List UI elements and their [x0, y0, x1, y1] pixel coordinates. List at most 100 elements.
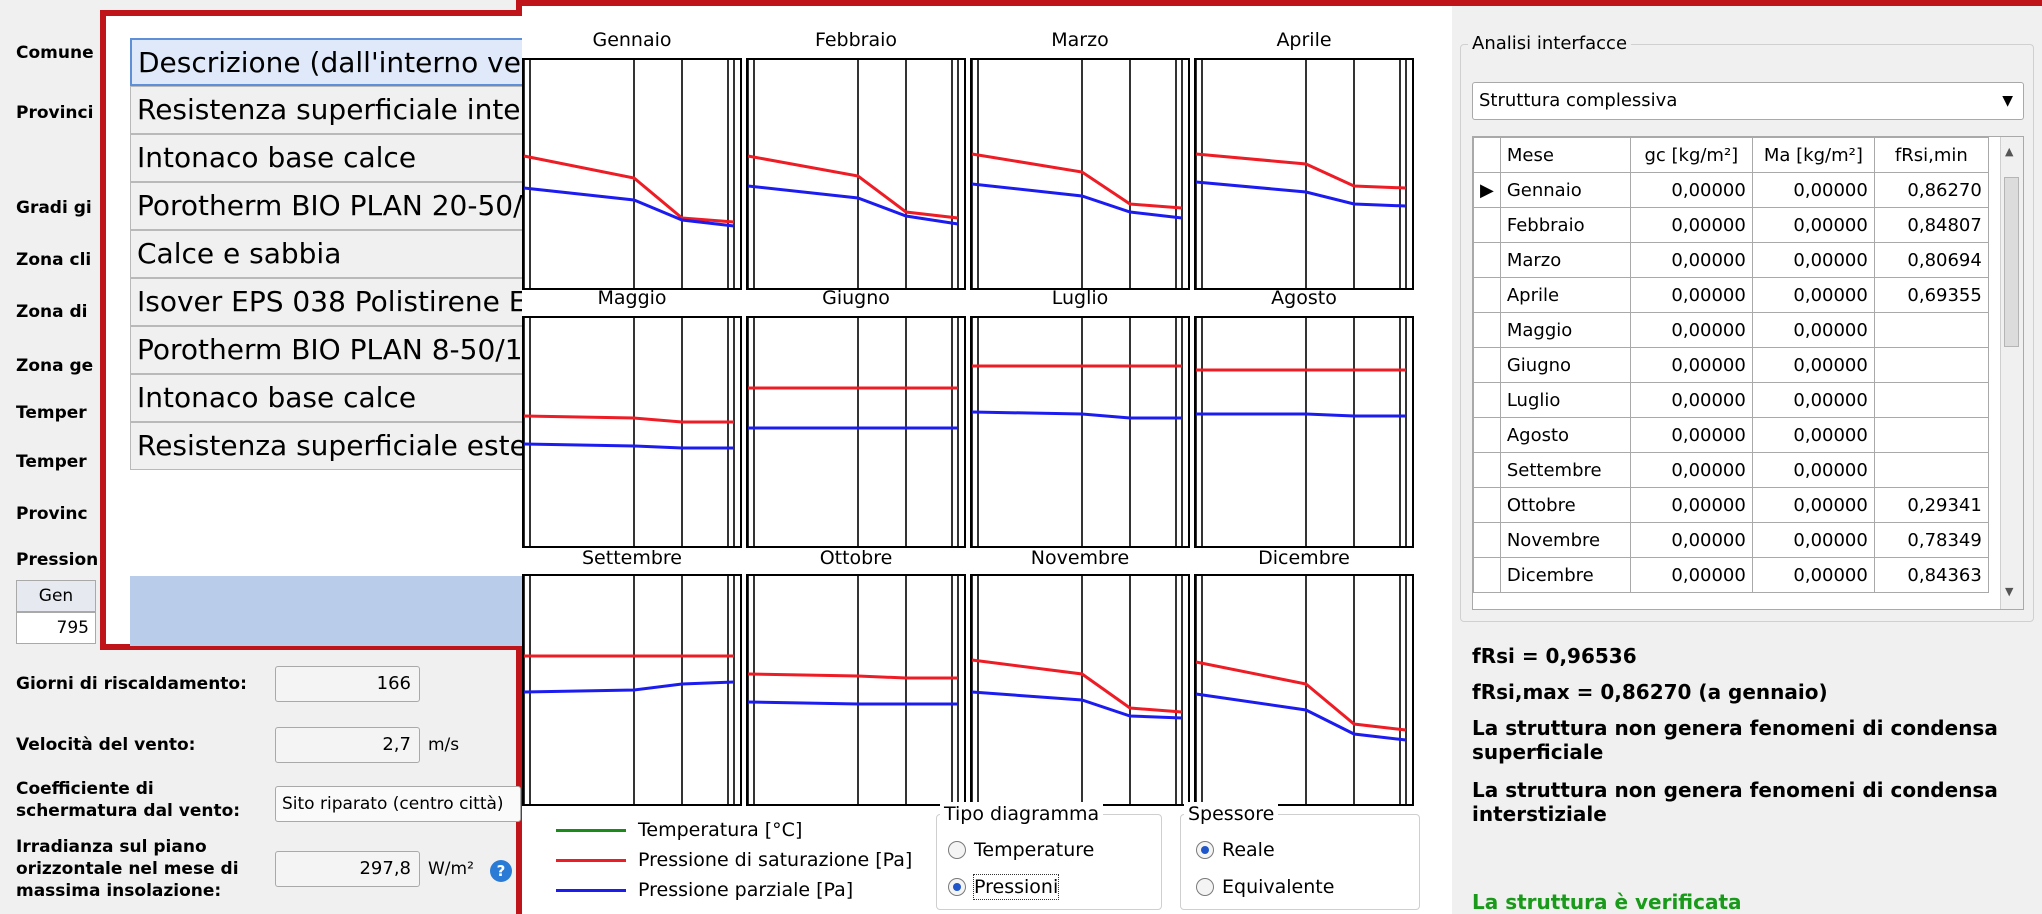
layer-list-overlay: Descrizione (dall'interno verso Resisten…: [100, 10, 524, 650]
msg-superficiale-2: superficiale: [1472, 740, 1604, 764]
cell-ma: 0,00000: [1751, 382, 1875, 418]
cell-ma: 0,00000: [1751, 207, 1875, 243]
saturation-pressure-line: [523, 414, 734, 424]
struttura-combo[interactable]: Struttura complessiva ▼: [1472, 82, 2024, 120]
diagram-marzo: [970, 58, 1190, 290]
diagram-dicembre: [1194, 574, 1414, 806]
label-zona-climatica: Zona cli: [16, 250, 92, 270]
table-row[interactable]: Giugno 0,00000 0,00000: [1473, 347, 1989, 383]
monthly-diagrams-area: Gennaio Febbraio Marzo Aprile Maggio Giu…: [522, 0, 1452, 914]
label-provincia-2: Provinc: [16, 504, 88, 524]
layer-row[interactable]: Porotherm BIO PLAN 8-50/19,: [130, 326, 524, 374]
diagram-gennaio: [522, 58, 742, 290]
cell-frsi: 0,84363: [1873, 557, 1989, 593]
cell-frsi: [1873, 382, 1989, 418]
pressure-grid-cell-gen[interactable]: 795: [16, 612, 96, 644]
cell-frsi: 0,78349: [1873, 522, 1989, 558]
diagram-frame: [970, 58, 1190, 290]
scrollbar-thumb[interactable]: [2004, 177, 2019, 347]
label-provincia: Provinci: [16, 103, 94, 123]
help-icon[interactable]: ?: [490, 860, 512, 882]
label-temperatura-2: Temper: [16, 452, 87, 472]
results-scrollbar[interactable]: ▲ ▼: [2000, 137, 2023, 609]
diagram-settembre: [522, 574, 742, 806]
layer-row[interactable]: Calce e sabbia: [130, 230, 524, 278]
cell-mese: Dicembre: [1499, 557, 1631, 593]
label-zona-ge: Zona ge: [16, 356, 94, 376]
cell-frsi: [1873, 347, 1989, 383]
cell-gc: 0,00000: [1629, 557, 1753, 593]
radio-pressioni-label[interactable]: Pressioni: [972, 874, 1060, 900]
layer-row[interactable]: Resistenza superficiale esterna: [130, 422, 524, 470]
table-row[interactable]: Novembre 0,00000 0,00000 0,78349: [1473, 522, 1989, 558]
cell-ma: 0,00000: [1751, 277, 1875, 313]
spessore-title: Spessore: [1184, 802, 1279, 826]
spessore-group: [1180, 814, 1420, 910]
legend-line-parziale: [556, 889, 626, 892]
cell-mese: Gennaio: [1499, 172, 1631, 208]
diagram-frame: [970, 574, 1190, 806]
table-row[interactable]: Settembre 0,00000 0,00000: [1473, 452, 1989, 488]
saturation-pressure-line: [971, 152, 1183, 210]
cell-ma: 0,00000: [1751, 172, 1875, 208]
analisi-interfacce-group: [1460, 44, 2034, 622]
cell-gc: 0,00000: [1629, 347, 1753, 383]
label-irradianza-2: orizzontale nel mese di: [16, 859, 239, 879]
scroll-up-icon[interactable]: ▲: [2005, 145, 2014, 158]
partial-pressure-line: [523, 186, 735, 228]
layer-row-header[interactable]: Descrizione (dall'interno verso: [130, 38, 524, 86]
legend-saturazione: Pressione di saturazione [Pa]: [638, 849, 913, 871]
layer-row[interactable]: Porotherm BIO PLAN 20-50/19: [130, 182, 524, 230]
msg-interstiziale-1: La struttura non genera fenomeni di cond…: [1472, 778, 1998, 802]
radio-reale[interactable]: [1196, 841, 1214, 859]
wind-shield-combo[interactable]: Sito riparato (centro città): [275, 786, 521, 822]
radio-pressioni[interactable]: [948, 878, 966, 896]
label-coefficiente-schermatura-1: Coefficiente di: [16, 779, 154, 799]
diagram-ottobre: [746, 574, 966, 806]
partial-pressure-line: [971, 182, 1183, 220]
table-row[interactable]: ▶ Gennaio 0,00000 0,00000 0,86270: [1473, 172, 1989, 208]
cell-frsi: 0,84807: [1873, 207, 1989, 243]
cell-mese: Agosto: [1499, 417, 1631, 453]
cell-ma: 0,00000: [1751, 242, 1875, 278]
partial-pressure-line: [971, 410, 1182, 420]
label-gradi-giorno: Gradi gi: [16, 198, 92, 218]
results-header-row: Mese gc [kg/m²] Ma [kg/m²] fRsi,min: [1473, 137, 1989, 173]
cell-gc: 0,00000: [1629, 207, 1753, 243]
layer-row[interactable]: Intonaco base calce: [130, 374, 524, 422]
cell-gc: 0,00000: [1629, 172, 1753, 208]
label-temperatura-1: Temper: [16, 403, 87, 423]
layer-row[interactable]: Intonaco base calce: [130, 134, 524, 182]
radio-equivalente[interactable]: [1196, 878, 1214, 896]
table-row[interactable]: Agosto 0,00000 0,00000: [1473, 417, 1989, 453]
layer-row[interactable]: Isover EPS 038 Polistirene Esp: [130, 278, 524, 326]
radio-equivalente-label[interactable]: Equivalente: [1222, 876, 1335, 898]
saturation-pressure-line: [971, 658, 1183, 714]
cell-gc: 0,00000: [1629, 522, 1753, 558]
wind-speed-field[interactable]: 2,7: [275, 727, 420, 763]
layer-row[interactable]: Resistenza superficiale interna: [130, 86, 524, 134]
cell-ma: 0,00000: [1751, 312, 1875, 348]
legend-line-saturazione: [556, 859, 626, 862]
table-row[interactable]: Ottobre 0,00000 0,00000 0,29341: [1473, 487, 1989, 523]
diagram-title-marzo: Marzo: [1051, 29, 1109, 51]
partial-pressure-line: [1195, 180, 1407, 208]
diagram-frame: [522, 316, 742, 548]
irradiance-field[interactable]: 297,8: [275, 851, 420, 887]
scroll-down-icon[interactable]: ▼: [2005, 585, 2014, 598]
label-irradianza-1: Irradianza sul piano: [16, 837, 207, 857]
cell-ma: 0,00000: [1751, 522, 1875, 558]
table-row[interactable]: Luglio 0,00000 0,00000: [1473, 382, 1989, 418]
radio-reale-label[interactable]: Reale: [1222, 839, 1275, 861]
diagram-title-ottobre: Ottobre: [819, 547, 893, 569]
frsi-max-value: fRsi,max = 0,86270 (a gennaio): [1472, 680, 1828, 704]
cell-mese: Giugno: [1499, 347, 1631, 383]
radio-temperature[interactable]: [948, 841, 966, 859]
table-row[interactable]: Febbraio 0,00000 0,00000 0,84807: [1473, 207, 1989, 243]
table-row[interactable]: Maggio 0,00000 0,00000: [1473, 312, 1989, 348]
table-row[interactable]: Dicembre 0,00000 0,00000 0,84363: [1473, 557, 1989, 593]
table-row[interactable]: Aprile 0,00000 0,00000 0,69355: [1473, 277, 1989, 313]
heating-days-field[interactable]: 166: [275, 666, 420, 702]
table-row[interactable]: Marzo 0,00000 0,00000 0,80694: [1473, 242, 1989, 278]
radio-temperature-label[interactable]: Temperature: [974, 839, 1095, 861]
